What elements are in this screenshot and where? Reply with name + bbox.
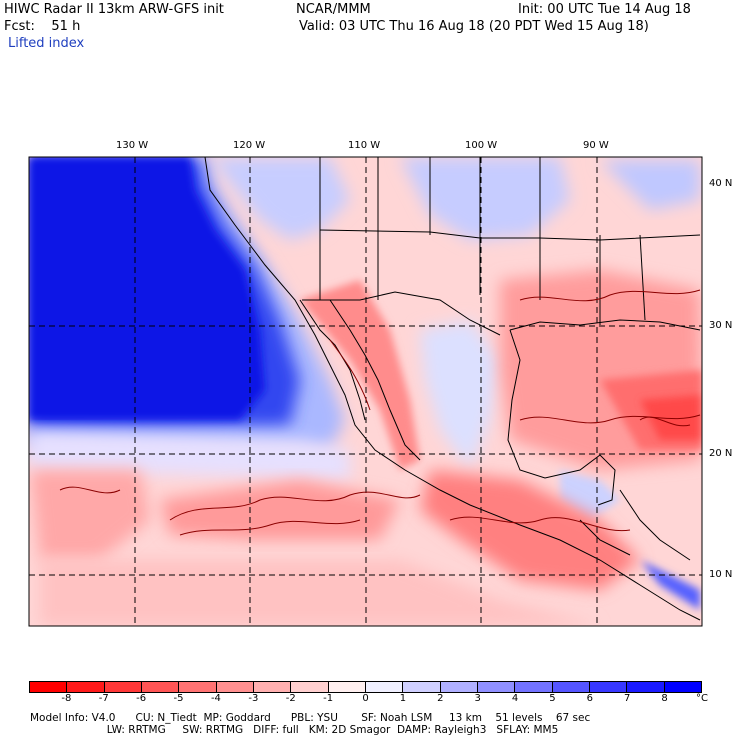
colorbar-swatch	[664, 682, 701, 692]
forecast-hour: Fcst: 51 h	[4, 19, 81, 34]
model-info-line2: LW: RRTMG SW: RRTMG DIFF: full KM: 2D Sm…	[30, 724, 559, 736]
lat-label-20n: 20 N	[709, 448, 733, 459]
colorbar-tick-label: -5	[173, 693, 184, 704]
colorbar-swatch	[627, 682, 665, 692]
contours	[59, 289, 701, 536]
colorbar-swatch	[403, 682, 441, 692]
colorbar-swatch	[216, 682, 254, 692]
colorbar-tick-label: 5	[549, 693, 556, 704]
init-time: Init: 00 UTC Tue 14 Aug 18	[518, 2, 691, 17]
model-info-line1: Model Info: V4.0 CU: N_Tiedt MP: Goddard…	[30, 712, 591, 724]
colorbar-tick-label: -8	[61, 693, 72, 704]
lat-label-40n: 40 N	[709, 178, 733, 189]
colorbar-unit: °C	[696, 693, 708, 704]
source-label: NCAR/MMM	[296, 2, 371, 17]
colorbar-tick-label: -4	[210, 693, 221, 704]
lon-label-100w: 100 W	[465, 140, 498, 151]
colorbar-swatch	[104, 682, 142, 692]
colorbar-swatch	[365, 682, 404, 692]
graticule	[29, 157, 702, 626]
colorbar-tick-label: -7	[98, 693, 109, 704]
lon-label-90w: 90 W	[583, 140, 609, 151]
colorbar	[29, 681, 702, 693]
colorbar-swatch	[589, 682, 628, 692]
model-title: HIWC Radar II 13km ARW-GFS init	[4, 2, 224, 17]
colorbar-tick-label: -3	[248, 693, 259, 704]
colorbar-swatch	[515, 682, 553, 692]
colorbar-swatch	[141, 682, 180, 692]
colorbar-swatch	[477, 682, 516, 692]
lat-label-10n: 10 N	[709, 569, 733, 580]
colorbar-tick-label: 4	[511, 693, 519, 704]
coastlines-borders	[204, 156, 701, 621]
valid-time: Valid: 03 UTC Thu 16 Aug 18 (20 PDT Wed …	[299, 19, 649, 34]
colorbar-tick-label: -1	[323, 693, 334, 704]
colorbar-tick-label: 0	[362, 693, 369, 704]
colorbar-tick-label: 6	[586, 693, 594, 704]
lat-label-30n: 30 N	[709, 320, 733, 331]
colorbar-swatch	[291, 682, 329, 692]
colorbar-swatch	[179, 682, 217, 692]
field-name: Lifted index	[8, 36, 85, 51]
colorbar-tick-label: -6	[136, 693, 147, 704]
colorbar-tick-label: -2	[285, 693, 296, 704]
lon-label-120w: 120 W	[233, 140, 266, 151]
colorbar-tick-label: 2	[437, 693, 444, 704]
lon-label-110w: 110 W	[348, 140, 381, 151]
colorbar-swatch	[440, 682, 478, 692]
colorbar-swatch	[328, 682, 366, 692]
colorbar-swatch	[253, 682, 292, 692]
colorbar-swatch	[30, 682, 68, 692]
colorbar-tick-label: 3	[474, 693, 481, 704]
colorbar-swatch	[67, 682, 105, 692]
colorbar-tick-label: 8	[661, 693, 668, 704]
colorbar-tick-label: 7	[624, 693, 631, 704]
colorbar-tick-label: 1	[399, 693, 407, 704]
colorbar-swatch	[552, 682, 590, 692]
lon-label-130w: 130 W	[116, 140, 149, 151]
